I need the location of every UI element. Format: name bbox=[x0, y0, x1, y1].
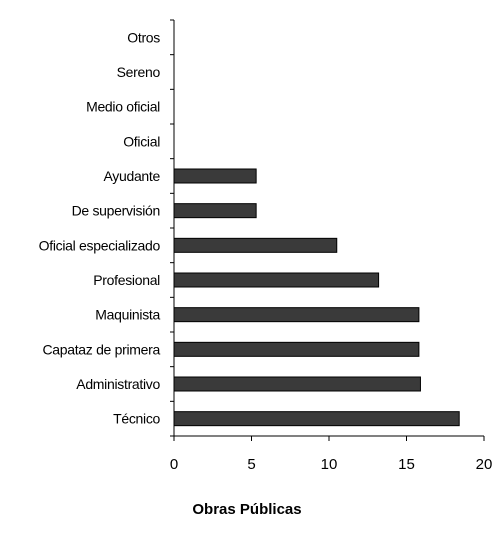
bar bbox=[173, 411, 460, 427]
x-tick-label: 15 bbox=[398, 456, 415, 473]
category-label: De supervisión bbox=[72, 203, 160, 219]
bar bbox=[173, 203, 257, 219]
bar bbox=[173, 272, 380, 288]
x-tick-label: 10 bbox=[321, 456, 338, 473]
category-label: Capataz de primera bbox=[42, 341, 160, 357]
bar bbox=[173, 376, 421, 392]
category-label: Técnico bbox=[113, 411, 160, 427]
category-label: Maquinista bbox=[95, 307, 160, 323]
bar bbox=[173, 341, 420, 357]
bar bbox=[173, 168, 257, 184]
x-tick-label: 5 bbox=[247, 456, 255, 473]
category-label: Oficial especializado bbox=[39, 237, 161, 253]
category-label: Profesional bbox=[93, 272, 160, 288]
category-label: Sereno bbox=[117, 64, 161, 80]
y-axis-ticks bbox=[170, 19, 174, 437]
category-label: Medio oficial bbox=[86, 99, 160, 115]
x-tick-label: 0 bbox=[170, 456, 178, 473]
bar bbox=[173, 237, 338, 253]
category-label: Ayudante bbox=[103, 168, 160, 184]
category-labels: Otros Sereno Medio oficial Oficial Ayudante D… bbox=[39, 29, 161, 426]
category-label: Oficial bbox=[123, 133, 160, 149]
chart-title: Obras Públicas bbox=[192, 501, 301, 518]
category-label: Administrativo bbox=[76, 376, 160, 392]
x-tick-labels: 0 5 10 15 20 bbox=[170, 456, 493, 473]
bar bbox=[173, 307, 420, 323]
category-label: Otros bbox=[127, 29, 160, 45]
x-tick-label: 20 bbox=[476, 456, 493, 473]
x-axis-ticks bbox=[173, 436, 485, 441]
bars-group bbox=[173, 168, 460, 427]
